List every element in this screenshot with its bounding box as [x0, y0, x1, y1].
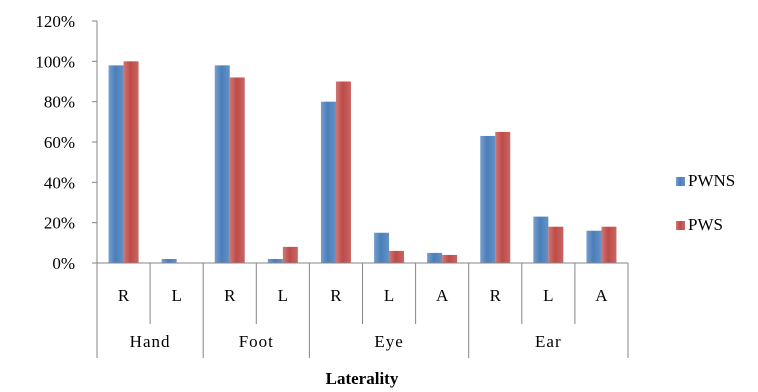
bar-pwns-8	[480, 135, 496, 263]
x-category-label: R	[490, 286, 502, 305]
x-group-label: Ear	[535, 332, 562, 351]
bar-pwns-3	[214, 65, 230, 263]
legend-label-pwns: PWNS	[688, 171, 735, 190]
x-category-label: L	[384, 286, 394, 305]
bars	[108, 61, 617, 264]
x-category-label: R	[118, 286, 130, 305]
bar-pws-7	[442, 254, 458, 263]
bar-pws-8	[495, 131, 511, 263]
bar-pwns-1	[108, 65, 124, 263]
y-tick-label: 60%	[44, 133, 75, 152]
legend: PWNS PWS	[676, 171, 735, 234]
x-group-label: Eye	[374, 332, 403, 351]
x-group-label: Foot	[239, 332, 274, 351]
x-category-label: L	[543, 286, 553, 305]
bar-pwns-9	[533, 216, 549, 263]
bar-pws-4	[282, 246, 298, 263]
bar-pws-3	[229, 77, 245, 263]
bar-pwns-6	[374, 232, 390, 263]
bar-pwns-2	[161, 258, 177, 263]
bar-pwns-5	[320, 101, 336, 264]
legend-swatch-pws	[676, 221, 685, 230]
y-axis: 0% 20% 40% 60% 80% 100% 120%	[35, 12, 98, 273]
bar-pwns-4	[267, 258, 283, 263]
bar-pwns-7	[427, 252, 443, 263]
x-category-label: A	[595, 286, 608, 305]
x-category-label: L	[171, 286, 181, 305]
x-category-label: R	[224, 286, 236, 305]
y-tick-label: 20%	[44, 214, 75, 233]
x-category-label: A	[436, 286, 449, 305]
y-tick-label: 0%	[52, 254, 75, 273]
y-tick-label: 80%	[44, 93, 75, 112]
y-tick-label: 100%	[35, 52, 75, 71]
bar-pws-9	[548, 226, 564, 263]
legend-label-pws: PWS	[688, 215, 723, 234]
bar-pws-6	[389, 250, 405, 263]
legend-swatch-pwns	[676, 177, 685, 186]
x-category-label: L	[278, 286, 288, 305]
y-tick-label: 120%	[35, 12, 75, 31]
x-group-label: Hand	[130, 332, 171, 351]
x-axis-title: Laterality	[326, 369, 399, 388]
x-category-label: R	[330, 286, 342, 305]
bar-pws-10	[601, 226, 617, 263]
bar-pws-1	[123, 61, 139, 264]
x-axis: R L R L R L A R L A Hand Foot Eye Ear	[96, 262, 629, 358]
bar-pws-5	[335, 81, 351, 263]
y-tick-label: 40%	[44, 173, 75, 192]
bar-pwns-10	[586, 230, 602, 263]
